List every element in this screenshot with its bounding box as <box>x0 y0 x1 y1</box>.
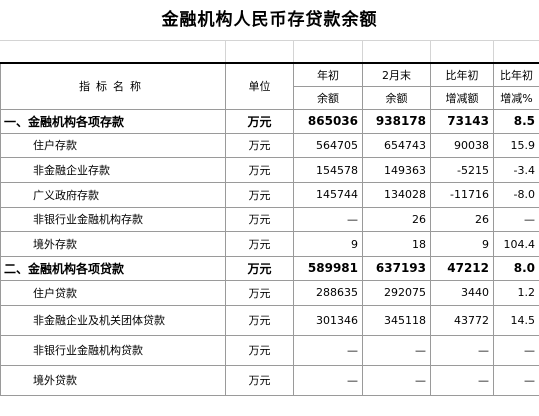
row-change-percent: 1.2 <box>493 279 539 306</box>
row-feb-balance: 18 <box>362 231 431 257</box>
row-unit: 万元 <box>225 255 294 281</box>
row-name: 二、金融机构各项贷款 <box>0 255 226 281</box>
row-start-balance: — <box>293 334 363 366</box>
table-row: 非银行业金融机构贷款 万元 — — — — <box>0 334 539 366</box>
row-feb-balance: 938178 <box>362 108 431 134</box>
row-start-balance: — <box>293 364 363 396</box>
header-col2-line1: 2月末 <box>362 62 431 87</box>
row-unit: 万元 <box>225 132 294 159</box>
header-col3-line2: 增减额 <box>430 85 494 110</box>
header-unit: 单位 <box>225 62 294 110</box>
row-name: 广义政府存款 <box>0 181 226 208</box>
row-feb-balance: 149363 <box>362 157 431 183</box>
row-change-percent: — <box>493 334 539 366</box>
row-start-balance: 564705 <box>293 132 363 159</box>
row-start-balance: 589981 <box>293 255 363 281</box>
row-change-amount: 90038 <box>430 132 494 159</box>
page-title: 金融机构人民币存贷款余额 <box>161 10 378 30</box>
row-feb-balance: 292075 <box>362 279 431 306</box>
row-name: 非金融企业存款 <box>0 157 226 183</box>
row-start-balance: — <box>293 206 363 233</box>
row-change-amount: 73143 <box>430 108 494 134</box>
row-unit: 万元 <box>225 231 294 257</box>
blank-spacer-row <box>0 40 539 63</box>
row-change-amount: 47212 <box>430 255 494 281</box>
row-change-percent: 8.5 <box>493 108 539 134</box>
row-unit: 万元 <box>225 206 294 233</box>
row-name: 住户贷款 <box>0 279 226 306</box>
row-feb-balance: 654743 <box>362 132 431 159</box>
row-name: 境外存款 <box>0 231 226 257</box>
row-unit: 万元 <box>225 157 294 183</box>
row-change-percent: -3.4 <box>493 157 539 183</box>
row-change-amount: -11716 <box>430 181 494 208</box>
row-change-amount: 43772 <box>430 304 494 336</box>
row-name: 非银行业金融机构存款 <box>0 206 226 233</box>
row-unit: 万元 <box>225 364 294 396</box>
row-name: 住户存款 <box>0 132 226 159</box>
row-start-balance: 288635 <box>293 279 363 306</box>
row-change-amount: 3440 <box>430 279 494 306</box>
table-row: 境外存款 万元 9 18 9 104.4 <box>0 231 539 257</box>
table-row: 非金融企业及机关团体贷款 万元 301346 345118 43772 14.5 <box>0 304 539 336</box>
table-row: 非银行业金融机构存款 万元 —26 26— <box>0 206 539 233</box>
row-start-balance: 301346 <box>293 304 363 336</box>
header-col3-line1: 比年初 <box>430 62 494 87</box>
row-feb-balance: 637193 <box>362 255 431 281</box>
row-feb-balance: 26 <box>362 206 431 233</box>
table-row: 广义政府存款 万元 145744 134028 -11716 -8.0 <box>0 181 539 208</box>
row-change-amount: — <box>430 364 494 396</box>
header-col4-line1: 比年初 <box>493 62 539 87</box>
row-unit: 万元 <box>225 108 294 134</box>
row-change-amount: 26 <box>430 206 494 233</box>
row-start-balance: 154578 <box>293 157 363 183</box>
row-change-percent: 15.9 <box>493 132 539 159</box>
header-col1-line2: 余额 <box>293 85 363 110</box>
row-feb-balance: — <box>362 334 431 366</box>
row-change-amount: 9 <box>430 231 494 257</box>
row-name: 境外贷款 <box>0 364 226 396</box>
row-change-percent: — <box>493 206 539 233</box>
header-col1-line1: 年初 <box>293 62 363 87</box>
header-col4-line2: 增减% <box>493 85 539 110</box>
table-row: 住户存款 万元 564705 654743 90038 15.9 <box>0 132 539 159</box>
row-unit: 万元 <box>225 181 294 208</box>
row-change-amount: -5215 <box>430 157 494 183</box>
row-change-percent: 8.0 <box>493 255 539 281</box>
table-row: 非金融企业存款 万元 154578 149363 -5215 -3.4 <box>0 157 539 183</box>
row-name: 非银行业金融机构贷款 <box>0 334 226 366</box>
header-name: 指标名称 <box>0 62 226 110</box>
section-row: 二、金融机构各项贷款 万元 589981 637193 47212 8.0 <box>0 255 539 281</box>
row-unit: 万元 <box>225 304 294 336</box>
row-start-balance: 865036 <box>293 108 363 134</box>
section-row: 一、金融机构各项存款 万元 865036 938178 73143 8.5 <box>0 108 539 134</box>
row-name: 非金融企业及机关团体贷款 <box>0 304 226 336</box>
row-change-percent: -8.0 <box>493 181 539 208</box>
row-start-balance: 9 <box>293 231 363 257</box>
table-row: 住户贷款 万元 288635 292075 3440 1.2 <box>0 279 539 306</box>
row-name: 一、金融机构各项存款 <box>0 108 226 134</box>
row-change-percent: — <box>493 364 539 396</box>
row-unit: 万元 <box>225 334 294 366</box>
row-change-amount: — <box>430 334 494 366</box>
row-feb-balance: 345118 <box>362 304 431 336</box>
table-row: 境外贷款 万元 — — — — <box>0 364 539 396</box>
row-feb-balance: 134028 <box>362 181 431 208</box>
row-change-percent: 104.4 <box>493 231 539 257</box>
row-change-percent: 14.5 <box>493 304 539 336</box>
row-start-balance: 145744 <box>293 181 363 208</box>
row-feb-balance: — <box>362 364 431 396</box>
deposit-loan-table: 指标名称 单位 年初 2月末 比年初 比年初 余额 余额 增减额 增减% 一、金… <box>0 62 539 396</box>
row-unit: 万元 <box>225 279 294 306</box>
header-col2-line2: 余额 <box>362 85 431 110</box>
